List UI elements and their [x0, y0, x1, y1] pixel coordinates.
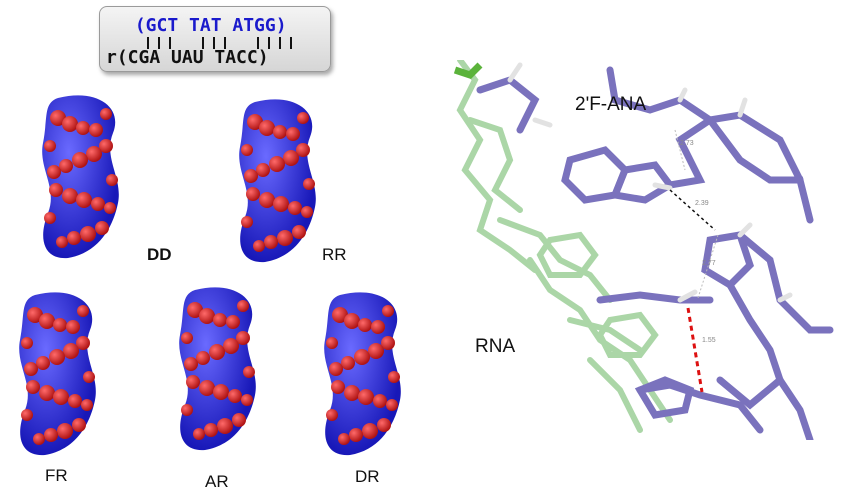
molecular-structure-view: 2.73 2.39 2.77 1.55 — [440, 60, 853, 440]
label-dd: DD — [147, 245, 172, 264]
helix-ar — [179, 287, 256, 451]
label-rna: RNA — [475, 336, 516, 357]
helix-rr — [239, 99, 316, 263]
helix-dr — [324, 292, 401, 456]
label-ar: AR — [205, 472, 229, 491]
dna-strand-sequence: (GCT TAT ATGG) — [124, 15, 287, 36]
rna-strand-sequence: r(CGA UAU TACC) — [106, 47, 269, 68]
base-pair-ticks — [147, 37, 292, 49]
distance-label-1: 2.73 — [680, 140, 694, 147]
helix-dd — [42, 95, 119, 259]
helix-fr — [19, 292, 96, 456]
distance-label-2: 2.39 — [695, 200, 709, 207]
label-fr: FR — [45, 466, 68, 485]
label-rr: RR — [322, 245, 347, 264]
label-2fana: 2'F-ANA — [575, 94, 647, 115]
distance-label-4: 1.55 — [702, 337, 716, 344]
sequence-box: (GCT TAT ATGG) r(CGA UAU TACC) — [99, 6, 331, 72]
distance-label-3: 2.77 — [702, 260, 716, 267]
label-dr: DR — [355, 467, 380, 486]
